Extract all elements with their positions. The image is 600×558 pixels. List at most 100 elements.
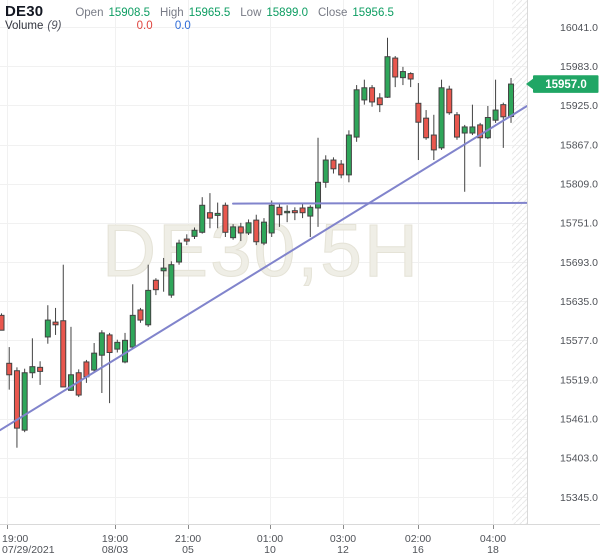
candle [129, 284, 136, 350]
price-axis-label: 15577.0 [560, 335, 598, 347]
candle [114, 339, 121, 353]
price-axis-label: 15983.0 [560, 61, 598, 73]
symbol-header: DE30 Open 15908.5 High 15965.5 Low 15899… [5, 3, 404, 20]
price-axis[interactable]: 16041.0 15983.0 15925.0 15867.0 15809.0 15751… [560, 22, 598, 504]
candle [500, 102, 507, 148]
close-value: 15956.5 [352, 7, 394, 19]
horizontal-level[interactable] [232, 201, 528, 205]
open-label: Open [75, 7, 104, 19]
grid [0, 0, 527, 524]
date-axis-label: 18 [487, 544, 499, 556]
candle [353, 85, 360, 142]
price-axis-label: 15635.0 [560, 296, 598, 308]
volume-value-1: 0.0 [136, 20, 153, 32]
volume-period: (9) [47, 20, 62, 32]
last-price-value: 15957.0 [545, 79, 587, 91]
candle [338, 160, 345, 179]
candle [469, 104, 476, 136]
price-axis-label: 15403.0 [560, 453, 598, 465]
ascending-trendline[interactable] [0, 105, 528, 432]
candle [361, 79, 368, 105]
candle [183, 234, 190, 246]
candle [415, 83, 422, 161]
candle [67, 326, 74, 391]
date-axis-label: 16 [412, 544, 424, 556]
candle [453, 112, 460, 140]
candle [423, 110, 430, 140]
candle [230, 224, 237, 240]
candle [307, 205, 314, 238]
candle [122, 332, 129, 364]
high-label: High [160, 7, 184, 19]
candle [376, 93, 383, 113]
candle [276, 202, 283, 227]
time-axis-label: 04:00 [480, 533, 506, 545]
close-label: Close [317, 7, 348, 19]
date-axis-label: 12 [337, 544, 349, 556]
candle [152, 278, 159, 296]
date-axis-label: 05 [182, 544, 194, 556]
last-price-badge: 15957.0 [526, 75, 599, 93]
candle [299, 202, 306, 219]
candle [407, 72, 414, 88]
symbol-name: DE30 [5, 3, 44, 20]
candle [145, 264, 152, 327]
candle [13, 367, 20, 448]
symbol-watermark: DE30,5H [102, 209, 420, 292]
candle [315, 137, 322, 227]
high-value: 15965.5 [188, 7, 231, 19]
volume-value-2: 0.0 [174, 20, 191, 32]
candle [199, 197, 206, 234]
candle [345, 130, 352, 183]
date-axis-label: 08/03 [102, 544, 128, 556]
candle [477, 122, 484, 167]
badge-box [533, 75, 599, 93]
price-axis-label: 15867.0 [560, 139, 598, 151]
candle [322, 155, 329, 188]
candle [253, 214, 260, 246]
volume-indicator-row: Volume (9) 0.0 0.0 [5, 20, 191, 32]
candle [399, 66, 406, 86]
no-data-hatch-region [512, 0, 527, 524]
candle [214, 202, 221, 229]
date-axis-label: 07/29/2021 [2, 544, 55, 556]
candle [291, 207, 298, 221]
price-axis-label: 16041.0 [560, 22, 598, 34]
candle [392, 56, 399, 88]
date-axis-label: 10 [264, 544, 276, 556]
time-axis-label: 02:00 [405, 533, 431, 545]
price-axis-label: 15461.0 [560, 413, 598, 425]
candle [446, 85, 453, 115]
candle [0, 313, 5, 331]
candle [83, 359, 90, 383]
candle [206, 193, 213, 229]
volume-label: Volume [5, 20, 44, 32]
candle [191, 227, 198, 240]
candle [260, 218, 267, 246]
time-axis[interactable]: 19:0007/29/202119:0008/0321:000501:00100… [2, 525, 506, 556]
candle [237, 222, 244, 242]
price-axis-label: 15345.0 [560, 492, 598, 504]
candle [160, 257, 167, 292]
low-value: 15899.0 [266, 7, 308, 19]
time-axis-label: 01:00 [257, 533, 283, 545]
candle [484, 106, 491, 140]
candle [438, 79, 445, 150]
trendlines-layer[interactable] [0, 105, 528, 432]
candle [222, 202, 229, 238]
low-label: Low [240, 7, 262, 19]
candle [6, 347, 13, 390]
candle [91, 343, 98, 373]
candle [430, 114, 437, 161]
price-axis-label: 15809.0 [560, 178, 598, 190]
price-axis-label: 15693.0 [560, 257, 598, 269]
time-axis-label: 19:00 [102, 533, 128, 545]
candle [284, 205, 291, 223]
candle [168, 261, 175, 298]
candle [106, 332, 113, 404]
candle [461, 124, 468, 192]
candle [44, 305, 51, 344]
